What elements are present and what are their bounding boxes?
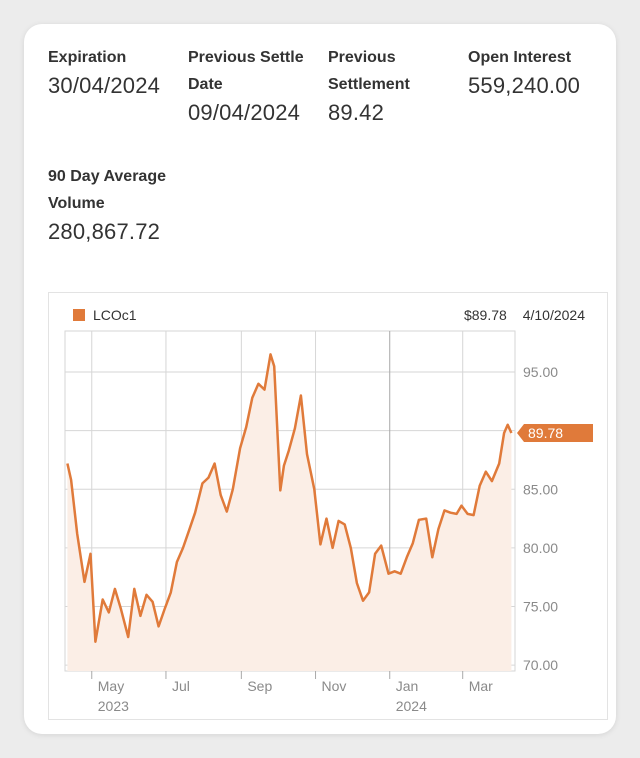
x-tick-label: Mar <box>469 678 493 694</box>
last-value-tag <box>517 424 593 442</box>
avg-volume-stat: 90 Day Average Volume 280,867.72 <box>48 163 166 247</box>
y-tick-label: 80.00 <box>523 540 558 556</box>
previous-settlement-value: 89.42 <box>328 100 385 125</box>
y-tick-label: 70.00 <box>523 657 558 673</box>
avg-volume-label-line1: 90 Day Average <box>48 168 166 185</box>
y-tick-label: 75.00 <box>523 599 558 615</box>
open-interest-value: 559,240.00 <box>468 73 581 98</box>
avg-volume-label-line2: Volume <box>48 195 105 212</box>
previous-settle-date-value: 09/04/2024 <box>188 100 301 125</box>
futures-card: Expiration 30/04/2024 Previous Settle Da… <box>24 24 616 734</box>
chart-legend: LCOc1 <box>73 307 137 323</box>
expiration-stat: Expiration 30/04/2024 <box>48 44 160 101</box>
previous-settle-date-stat: Previous Settle Date 09/04/2024 <box>188 44 304 128</box>
series-line <box>66 353 513 643</box>
last-price: $89.78 <box>463 307 507 323</box>
open-interest-label: Open Interest <box>468 49 572 66</box>
last-date: 4/10/2024 <box>522 307 585 323</box>
series-area <box>67 354 512 671</box>
previous-settle-date-label-line2: Date <box>188 76 223 93</box>
x-tick-label: May <box>98 678 124 694</box>
expiration-value: 30/04/2024 <box>48 73 161 98</box>
y-tick-label: 95.00 <box>523 364 558 380</box>
price-chart[interactable]: LCOc1 $89.78 4/10/2024 95.0090.0085.0080… <box>48 292 608 720</box>
previous-settlement-label-line1: Previous <box>328 49 396 66</box>
chart-plot[interactable]: 95.0090.0085.0080.0075.0070.00May2023Jul… <box>49 293 607 719</box>
x-tick-label: Jan <box>396 678 419 694</box>
previous-settlement-stat: Previous Settlement 89.42 <box>328 44 410 128</box>
previous-settle-date-label-line1: Previous Settle <box>188 49 304 66</box>
previous-settlement-label-line2: Settlement <box>328 76 410 93</box>
legend-label: LCOc1 <box>93 307 137 323</box>
avg-volume-value: 280,867.72 <box>48 219 161 244</box>
legend-swatch <box>73 309 85 321</box>
x-tick-sublabel: 2023 <box>98 698 129 714</box>
chart-header-info: $89.78 4/10/2024 <box>452 307 585 323</box>
x-tick-label: Sep <box>247 678 272 694</box>
x-tick-label: Jul <box>172 678 190 694</box>
x-tick-label: Nov <box>322 678 347 694</box>
last-value-label: 89.78 <box>528 425 563 441</box>
expiration-label: Expiration <box>48 49 127 66</box>
x-tick-sublabel: 2024 <box>396 698 427 714</box>
y-tick-label: 85.00 <box>523 481 558 497</box>
open-interest-stat: Open Interest 559,240.00 <box>468 44 580 101</box>
